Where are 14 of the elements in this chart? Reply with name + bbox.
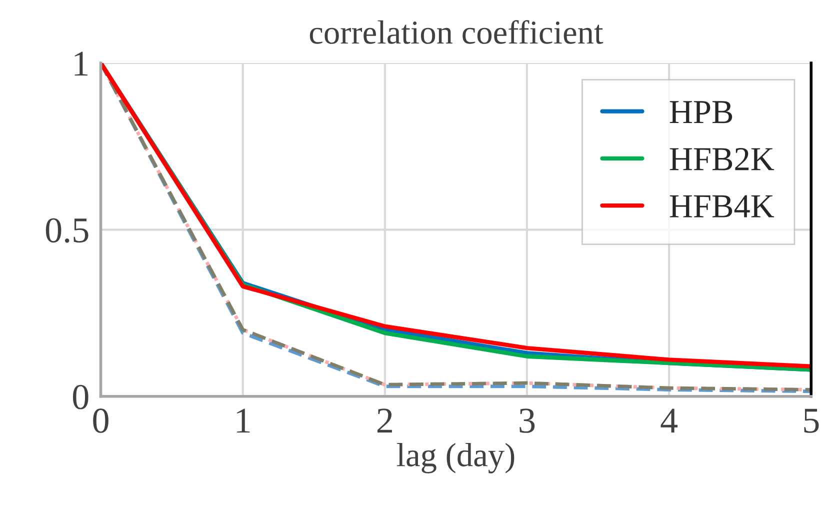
x-tick-label: 1 (236, 408, 250, 433)
y-tick-label: 1 (74, 52, 88, 76)
x-tick-label: 0 (93, 408, 108, 433)
x-axis-title: lag (day) (396, 443, 514, 474)
x-tick-label: 3 (520, 408, 535, 433)
x-tick-label: 5 (804, 408, 819, 433)
chart-title: correlation coefficient (310, 20, 604, 44)
y-tick-label: 0 (72, 384, 88, 410)
legend-label: HFB2K (670, 148, 774, 170)
y-tick-label: 0.5 (46, 218, 88, 243)
x-tick-label: 4 (660, 408, 678, 433)
x-tick-label: 2 (377, 408, 392, 433)
legend-label: HFB4K (670, 195, 774, 218)
legend-label: HPB (670, 101, 732, 124)
